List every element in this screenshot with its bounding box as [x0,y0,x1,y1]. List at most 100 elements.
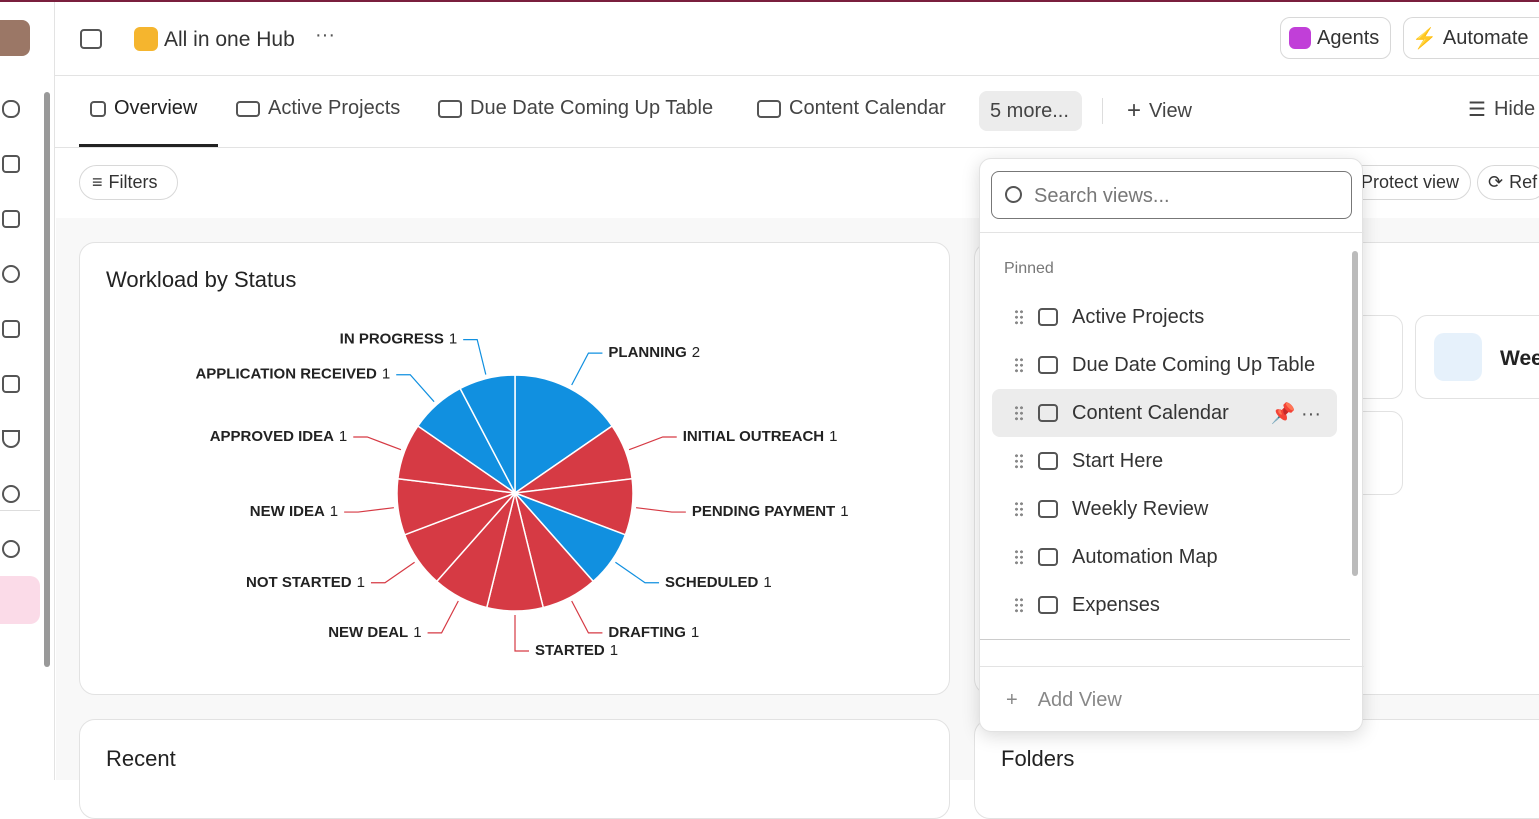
inbox-icon[interactable] [2,155,20,173]
slice-label: APPLICATION RECEIVED 1 [195,366,390,383]
slice-value: 1 [357,574,365,591]
slice-category: APPLICATION RECEIVED [195,366,377,383]
tab-label: View [1149,99,1193,122]
sidebar-toggle[interactable] [80,29,102,49]
view-icon [1038,308,1058,326]
drag-handle[interactable] [1014,453,1024,469]
goals-icon[interactable] [2,430,20,448]
favorites-icon[interactable] [2,540,20,558]
tab-label: Overview [114,97,198,119]
slice-value: 1 [413,624,421,641]
search-input[interactable]: Search views... [991,171,1352,219]
tab[interactable]: Active Projects [236,97,400,120]
slice-category: PLANNING [608,344,686,361]
refresh-icon: ⟳ [1488,172,1504,192]
slice-label: STARTED 1 [535,642,618,659]
tab-icon [757,99,781,118]
home-icon[interactable] [2,100,20,118]
slice-value: 1 [691,624,699,641]
slice-category: APPROVED IDEA [210,428,334,445]
more-icon[interactable] [2,485,20,503]
slice-label: PENDING PAYMENT 1 [692,503,849,520]
view-icon [1038,500,1058,518]
drag-handle[interactable] [1014,357,1024,373]
refresh-button[interactable]: ⟳ Ref [1477,165,1539,200]
slice-value: 1 [610,642,618,659]
hub-icon [134,27,158,51]
leader-line [353,436,402,451]
tab-icon [90,100,106,117]
tab-overview[interactable]: Overview [90,97,197,120]
leader-line [636,507,686,513]
hide-button[interactable]: ☰ Hide [1468,97,1535,122]
chart-title: Workload by Status [106,267,296,292]
view-item[interactable]: Active Projects [992,293,1337,341]
add-view-label: Add View [1037,689,1122,711]
slice-category: DRAFTING [608,624,686,641]
tab-icon [236,100,260,117]
tab[interactable]: Due Date Coming Up Table [438,97,713,120]
tab-label: Hide [1493,98,1536,120]
chart-card: Workload by Status PLANNING 2 INITIAL OUTR… [79,242,950,695]
leader-line [615,561,660,584]
agents-icon [1289,27,1311,49]
hub-menu[interactable]: ··· [315,24,335,46]
teams-icon[interactable] [2,265,20,283]
slice-label: DRAFTING 1 [608,624,699,641]
drag-handle[interactable] [1014,597,1024,613]
tab-label: Content Calendar [789,97,946,119]
docs-icon[interactable] [2,320,20,338]
view-icon [1038,548,1058,566]
slice-category: NEW DEAL [328,624,408,641]
leader-line [628,436,677,451]
views-dropdown: Search views... Pinned Active Projects Du… [979,158,1364,732]
spaces-icon[interactable] [0,576,40,624]
more-views-button[interactable]: 5 more... [979,91,1082,131]
slice-category: INITIAL OUTREACH [683,428,824,445]
add-view-tab[interactable]: + View [1127,97,1192,125]
agents-button[interactable]: Agents [1280,17,1391,59]
leader-line [571,352,603,386]
slice-label: SCHEDULED 1 [665,574,772,591]
hide-icon: ☰ [1468,99,1486,121]
slice-label: NOT STARTED 1 [246,574,365,591]
avatar[interactable] [0,20,30,56]
slice-label: INITIAL OUTREACH 1 [683,428,838,445]
filters-label: Filters [108,172,158,192]
drag-handle[interactable] [1014,549,1024,565]
add-view-button[interactable]: + Add View [1006,689,1122,712]
video-icon[interactable] [2,375,20,393]
leader-line [427,600,459,634]
item-actions[interactable]: 📌 ··· [1270,402,1321,425]
automate-button[interactable]: ⚡ Automate [1403,17,1539,59]
filters-button[interactable]: ≡ Filters [79,165,178,200]
tab-label: Active Projects [268,97,401,119]
slice-label: PLANNING 2 [608,344,700,361]
view-item[interactable]: Content Calendar 📌 ··· [992,389,1337,437]
chat-icon[interactable] [2,210,20,228]
slice-category: NEW IDEA [250,503,325,520]
view-item[interactable]: Expenses [992,581,1337,629]
drag-handle[interactable] [1014,405,1024,421]
dropdown-divider [980,639,1350,640]
recent-card: Recent [79,719,950,819]
slice-category: SCHEDULED [665,574,759,591]
view-item[interactable]: Weekly Review [992,485,1337,533]
card-title: Folders [1001,746,1075,771]
top-border [0,0,1539,2]
slice-label: IN PROGRESS 1 [340,331,458,348]
view-item[interactable]: Start Here [992,437,1337,485]
search-icon [1005,186,1022,203]
view-item[interactable]: Due Date Coming Up Table [992,341,1337,389]
tab[interactable]: Content Calendar [757,97,946,120]
sidebar-divider [0,510,40,511]
doc-card[interactable]: Wee [1415,315,1539,399]
dropdown-divider [980,666,1364,667]
plus-icon: + [1006,689,1018,711]
hub-title[interactable]: All in one Hub [164,28,295,51]
drag-handle[interactable] [1014,501,1024,517]
automate-label: Automate [1442,26,1529,49]
drag-handle[interactable] [1014,309,1024,325]
view-item[interactable]: Automation Map [992,533,1337,581]
